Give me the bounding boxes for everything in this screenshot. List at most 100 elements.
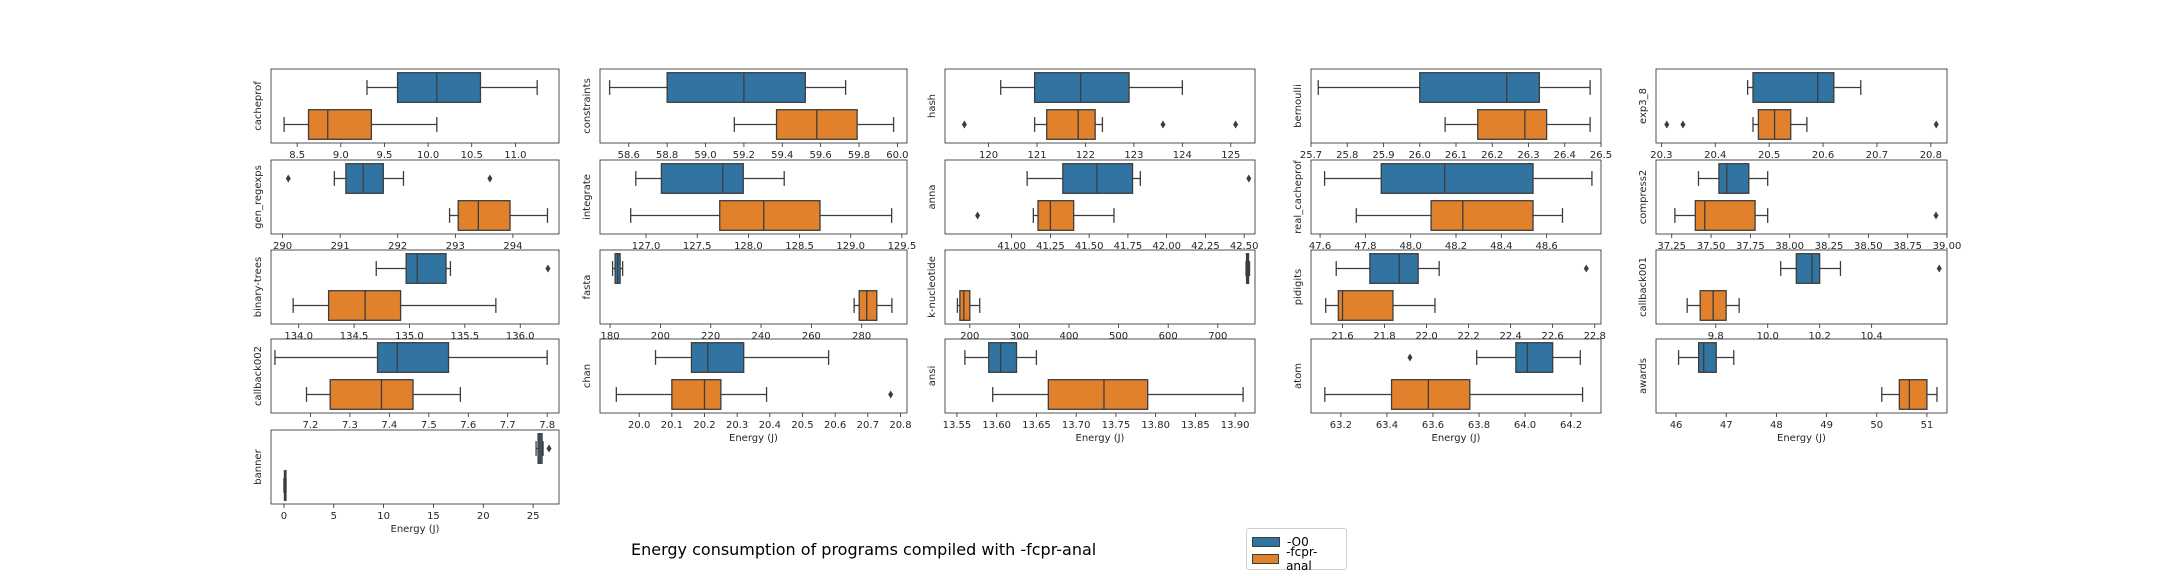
- x-tick-label: 26.4: [1554, 150, 1576, 161]
- box-o0: [1697, 163, 1769, 194]
- axes-frame: [599, 249, 908, 325]
- box-o0: [1000, 72, 1183, 103]
- x-tick-label: 37.25: [1657, 241, 1686, 252]
- outlier: [1933, 211, 1939, 220]
- x-tick-label: 290: [273, 241, 292, 252]
- x-tick-label: 25: [527, 511, 540, 522]
- subplot-binary-trees: binary-trees 134.0 134.5 135.0 135.5 136.0: [253, 249, 560, 342]
- x-tick-label: 59.8: [848, 150, 870, 161]
- box-iqr: [1419, 72, 1541, 103]
- xlabel: Energy (J): [1432, 433, 1481, 444]
- ylabel: binary-trees: [253, 257, 264, 317]
- box-o0: [611, 253, 624, 284]
- ylabel: ansi: [927, 366, 938, 386]
- box-o0: [1407, 342, 1581, 373]
- outlier: [1936, 264, 1942, 273]
- x-tick-label: 59.2: [733, 150, 755, 161]
- x-tick-label: 20.3: [726, 420, 748, 431]
- subplot-hash: hash 120 121 122 123 124 125: [927, 68, 1256, 161]
- axes-frame: [599, 159, 908, 235]
- box-fcpr-anal: [1444, 109, 1591, 140]
- subplot-awards: awards 46 47 48 49 50 51 Energy (J): [1638, 338, 1948, 444]
- xlabel: Energy (J): [729, 433, 778, 444]
- x-tick-label: 21.6: [1331, 331, 1353, 342]
- x-tick-label: 63.6: [1422, 420, 1444, 431]
- box-o0: [1746, 72, 1862, 103]
- box-iqr: [988, 342, 1018, 373]
- x-tick-label: 15: [427, 511, 440, 522]
- figure-title: Energy consumption of programs compiled …: [631, 540, 1097, 559]
- box-fcpr-anal: [1881, 379, 1938, 410]
- box-iqr: [1515, 342, 1554, 373]
- subplot-compress2: compress2 37.25 37.50 37.75 38.00 38.25 38.50 3…: [1638, 159, 1961, 252]
- box-fcpr-anal: [283, 470, 287, 501]
- subplot-bernoulli: bernoulli 25.7 25.8 25.9 26.0 26.1 26.2 26.3 26.…: [1293, 68, 1612, 161]
- outlier: [1407, 353, 1413, 362]
- x-tick-label: 5: [331, 511, 337, 522]
- subplot-banner: banner 0 5 10 15 20 25 Energy (J): [253, 429, 560, 535]
- x-tick-label: 41.00: [997, 241, 1026, 252]
- box-iqr: [1369, 253, 1419, 284]
- box-iqr: [1046, 109, 1096, 140]
- x-tick-label: 58.8: [656, 150, 678, 161]
- x-tick-label: 26.3: [1517, 150, 1539, 161]
- x-tick-label: 64.2: [1560, 420, 1582, 431]
- x-tick-label: 42.50: [1230, 241, 1259, 252]
- x-tick-label: 11.0: [504, 150, 526, 161]
- x-tick-label: 127.5: [683, 241, 712, 252]
- subplot-k-nucleotide: k-nucleotide 200 300 400 500 600 700: [927, 249, 1256, 342]
- x-tick-label: 134.0: [284, 331, 313, 342]
- x-tick-label: 135.0: [395, 331, 424, 342]
- x-tick-label: 22.0: [1415, 331, 1437, 342]
- box-fcpr-anal: [1686, 290, 1740, 321]
- box-iqr: [690, 342, 745, 373]
- ylabel: real_cacheprof: [1293, 160, 1304, 234]
- x-tick-label: 7.2: [302, 420, 318, 431]
- x-tick-label: 13.55: [943, 420, 972, 431]
- x-tick-label: 9.5: [377, 150, 393, 161]
- x-tick-label: 22.4: [1500, 331, 1522, 342]
- axes-frame: [1310, 338, 1602, 414]
- axes-frame: [270, 159, 560, 235]
- outlier: [1160, 120, 1166, 129]
- box-iqr: [1047, 379, 1149, 410]
- box-o0: [964, 342, 1038, 373]
- box-iqr: [329, 379, 414, 410]
- x-tick-label: 135.5: [451, 331, 480, 342]
- x-tick-label: 59.0: [694, 150, 716, 161]
- axes-frame: [599, 338, 908, 414]
- outlier: [888, 390, 894, 399]
- box-iqr: [671, 379, 722, 410]
- x-tick-label: 37.50: [1697, 241, 1726, 252]
- legend-swatch-o0: [1252, 536, 1280, 547]
- box-o0: [274, 342, 548, 373]
- box-o0: [608, 72, 847, 103]
- x-tick-label: 7.4: [381, 420, 397, 431]
- x-tick-label: 48.4: [1490, 241, 1512, 252]
- axes-frame: [944, 249, 1256, 325]
- box-iqr: [1033, 72, 1130, 103]
- x-tick-label: 21.8: [1373, 331, 1395, 342]
- x-tick-label: 0: [281, 511, 287, 522]
- x-tick-label: 41.75: [1114, 241, 1143, 252]
- subplot-pidigits: pidigits 21.6 21.8 22.0 22.2 22.4 22.6 22.8: [1293, 249, 1606, 342]
- ylabel: exp3_8: [1638, 88, 1649, 124]
- x-tick-label: 121: [1027, 150, 1046, 161]
- x-tick-label: 10.2: [1809, 331, 1831, 342]
- x-tick-label: 46: [1670, 420, 1683, 431]
- subplot-ansi: ansi 13.55 13.60 13.65 13.70 13.75 13.80 13.85 1…: [927, 338, 1256, 444]
- ylabel: anna: [927, 185, 938, 210]
- box-iqr: [1062, 163, 1134, 194]
- box-fcpr-anal: [1674, 200, 1939, 231]
- x-tick-label: 25.8: [1336, 150, 1358, 161]
- x-tick-label: 20.6: [1812, 150, 1834, 161]
- box-o0: [654, 342, 830, 373]
- legend-label-fcpr-anal: -fcpr-anal: [1286, 544, 1318, 573]
- x-tick-label: 13.60: [982, 420, 1011, 431]
- outlier: [1583, 264, 1589, 273]
- x-tick-label: 10.5: [461, 150, 483, 161]
- subplot-gen_regexps: gen_regexps 290 291 292 293 294: [253, 159, 560, 252]
- box-fcpr-anal: [961, 109, 1239, 140]
- box-o0: [1335, 253, 1589, 284]
- subplot-constraints: constraints 58.6 58.8 59.0 59.2 59.4 59.6 59.8 6…: [582, 68, 909, 161]
